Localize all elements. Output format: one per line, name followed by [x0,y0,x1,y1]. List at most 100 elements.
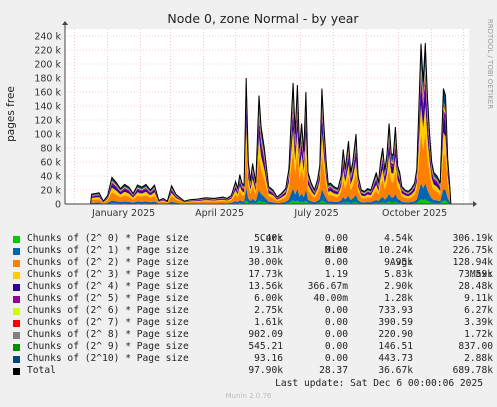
legend-row: Chunks of (2^ 9) * Page size 545.21 0.00 14… [13,341,493,353]
legend-cur: 19.31k [248,245,283,256]
series-area-2 [90,133,451,204]
legend-swatch [13,356,20,363]
legend-header-min: Min: [324,245,348,256]
rrdtool-credit: RRDTOOL / TOBI OETIKER [486,19,494,109]
chart-title: Node 0, zone Normal - by year [167,11,359,26]
legend-cur: 93.16 [254,353,283,364]
legend-min: 0.00 [324,353,348,364]
y-tick-label: 80 k [40,144,61,155]
y-tick-label: 100 k [34,130,61,141]
y-tick-label: 60 k [40,158,61,169]
munin-version: Munin 2.0.76 [225,392,272,400]
legend-avg: 9.95k [384,257,413,268]
y-tick-label: 140 k [34,102,61,113]
legend-avg: 5.83k [384,269,413,280]
legend-max: 9.11k [464,293,493,304]
legend-min: 366.67m [307,281,348,292]
legend-min: 0.00 [324,329,348,340]
tick-labels: 0 20 k 40 k 60 k 80 k 100 k 120 k 140 k 160 k 180… [34,32,447,220]
legend-name: Chunks of (2^ 7) * Page size [27,317,189,328]
y-tick-label: 180 k [34,74,61,85]
legend-row: Chunks of (2^ 4) * Page size 13.56k 366.67… [13,281,493,293]
legend-cur: 17.73k [248,269,283,280]
legend-cur: 5.40k [254,233,283,244]
series-area-1 [90,183,451,204]
last-update: Last update: Sat Dec 6 00:00:06 2025 [275,378,483,389]
legend-name: Chunks of (2^ 8) * Page size [27,329,189,340]
legend-row: Chunks of (2^ 5) * Page size 6.00k 40.00m 1… [13,293,493,305]
legend-max: 2.88k [464,353,493,364]
y-tick-label: 120 k [34,116,61,127]
legend-name: Chunks of (2^ 4) * Page size [27,281,189,292]
legend-name: Chunks of (2^ 3) * Page size [27,269,189,280]
legend-swatch [13,344,20,351]
x-axis-arrow [473,201,477,207]
legend-max: 6.27k [464,305,493,316]
legend-name: Chunks of (2^ 2) * Page size [27,257,189,268]
grid [65,29,469,205]
legend-avg: 10.24k [378,245,413,256]
y-axis-arrow [62,21,68,25]
legend-max: 28.48k [458,281,493,292]
legend-min: 1.19 [324,269,348,280]
legend-swatch [13,320,20,327]
total-line [90,42,452,205]
y-axis-label: pages free [5,86,17,142]
legend-name: Chunks of (2^ 0) * Page size [27,233,189,244]
legend-name: Chunks of (2^ 1) * Page size [27,245,189,256]
legend-min: 40.00m [313,293,348,304]
legend-row: Chunks of (2^ 1) * Page size 19.31k 0.00 10… [13,245,493,257]
series-area-3 [90,104,451,204]
legend-avg: 2.90k [384,281,413,292]
legend: Cur: Min: Avg: Max: Chunks of (2^ 0) * P… [13,221,493,377]
legend-min: 0.00 [324,245,348,256]
legend-cur: 30.00k [248,257,283,268]
legend-cur: 902.09 [248,329,283,340]
legend-avg: 1.28k [384,293,413,304]
legend-row: Chunks of (2^ 2) * Page size 30.00k 0.00 9.… [13,257,493,269]
x-tick-label: July 2025 [293,208,338,219]
legend-name: Chunks of (2^10) * Page size [27,353,189,364]
x-tick-label: January 2025 [91,208,155,219]
y-tick-label: 200 k [34,60,61,71]
legend-avg: 220.90 [378,329,413,340]
legend-header-cur: Cur: [259,233,283,244]
legend-name: Chunks of (2^ 9) * Page size [27,341,189,352]
legend-row: Total 97.90k 28.37 36.67k 689.78k [13,365,493,377]
y-tick-label: 240 k [34,32,61,43]
legend-swatch [13,368,20,375]
legend-swatch [13,284,20,291]
legend-avg: 4.54k [384,233,413,244]
legend-row: Chunks of (2^ 8) * Page size 902.09 0.00 22… [13,329,493,341]
legend-min: 0.00 [324,257,348,268]
legend-avg: 36.67k [378,365,413,376]
legend-name: Chunks of (2^ 6) * Page size [27,305,189,316]
legend-row: Chunks of (2^ 0) * Page size 5.40k 0.00 4.5… [13,233,493,245]
y-tick-label: 40 k [40,172,61,183]
legend-name: Total [27,365,56,376]
legend-min: 28.37 [319,365,348,376]
legend-row: Chunks of (2^10) * Page size 93.16 0.00 443… [13,353,493,365]
y-tick-label: 20 k [40,186,61,197]
legend-swatch [13,272,20,279]
legend-header-max: Max: [469,269,493,280]
legend-min: 0.00 [324,317,348,328]
legend-min: 0.00 [324,341,348,352]
legend-max: 73.59k [458,269,493,280]
legend-max: 3.39k [464,317,493,328]
x-tick-label: October 2025 [382,208,447,219]
legend-min: 0.00 [324,305,348,316]
legend-max: 306.19k [452,233,493,244]
legend-cur: 1.61k [254,317,283,328]
legend-swatch [13,248,20,255]
legend-swatch [13,236,20,243]
legend-max: 128.94k [452,257,493,268]
legend-cur: 97.90k [248,365,283,376]
legend-max: 226.75k [452,245,493,256]
legend-swatch [13,308,20,315]
legend-max: 837.00 [458,341,493,352]
legend-avg: 390.59 [378,317,413,328]
y-tick-label: 0 [55,200,61,211]
legend-min: 0.00 [324,233,348,244]
